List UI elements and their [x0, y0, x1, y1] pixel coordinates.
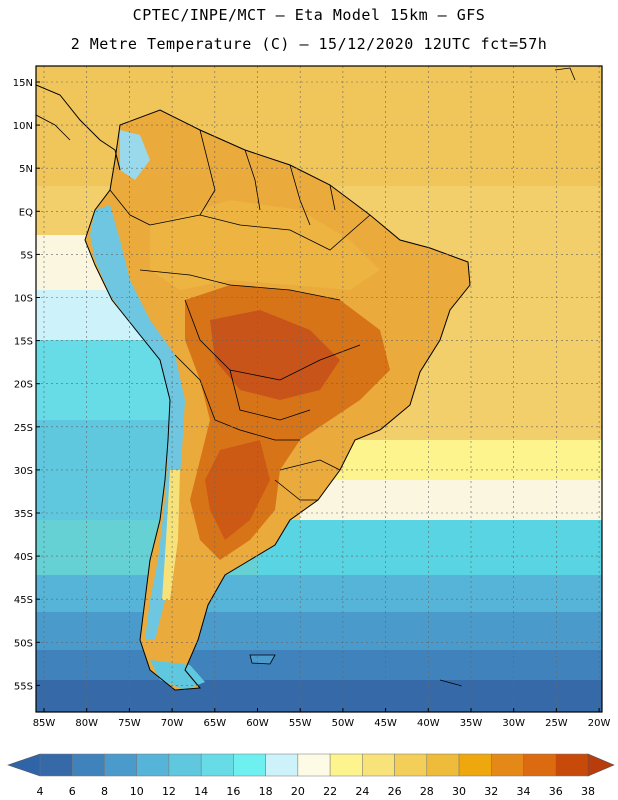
colorbar-swatch — [71, 753, 105, 777]
lon-label: 55W — [289, 718, 312, 729]
lon-label: 20W — [588, 718, 611, 729]
lat-label: 35S — [14, 509, 33, 520]
lon-label: 50W — [332, 718, 355, 729]
colorbar-label: 36 — [549, 785, 563, 798]
colorbar-label: 12 — [162, 785, 176, 798]
lon-label: 85W — [33, 718, 56, 729]
colorbar-label: 26 — [388, 785, 402, 798]
colorbar-swatch — [458, 753, 492, 777]
colorbar-swatch — [523, 753, 557, 777]
lon-label: 65W — [203, 718, 226, 729]
lat-label: 40S — [14, 552, 33, 563]
colorbar-swatch — [362, 753, 395, 777]
lon-label: 30W — [502, 718, 525, 729]
map-title: CPTEC/INPE/MCT – Eta Model 15km – GFS — [132, 6, 486, 24]
colorbar-swatch — [200, 753, 234, 777]
colorbar-label: 18 — [259, 785, 273, 798]
colorbar-swatch — [265, 753, 299, 777]
lat-label: 25S — [14, 423, 33, 434]
lon-label: 60W — [246, 718, 269, 729]
colorbar-swatch — [104, 753, 137, 777]
colorbar-label: 24 — [355, 785, 369, 798]
colorbar-swatch — [329, 753, 363, 777]
colorbar-label: 6 — [69, 785, 76, 798]
lat-label: 10N — [13, 121, 33, 132]
lat-label: 10S — [14, 294, 33, 305]
lon-label: 45W — [374, 718, 397, 729]
colorbar-label: 32 — [484, 785, 498, 798]
lon-label: 25W — [545, 718, 568, 729]
map-subtitle: 2 Metre Temperature (C) – 15/12/2020 12U… — [70, 35, 548, 53]
lat-label: 30S — [14, 466, 33, 477]
colorbar-swatch — [555, 753, 589, 777]
colorbar-label: 22 — [323, 785, 337, 798]
colorbar-swatch — [168, 753, 202, 777]
lat-label: 5S — [20, 250, 33, 261]
map-frame — [35, 65, 603, 713]
lat-label: 50S — [14, 638, 33, 649]
lat-label: 55S — [14, 681, 33, 692]
lon-label: 35W — [460, 718, 483, 729]
colorbar-label: 34 — [517, 785, 531, 798]
colorbar-label: 30 — [452, 785, 466, 798]
colorbar-label: 20 — [291, 785, 305, 798]
lon-label: 40W — [417, 718, 440, 729]
colorbar: 4 6 8 10 12 14 16 18 20 22 24 26 28 30 32 34 36 38 — [7, 753, 615, 798]
lat-label: 20S — [14, 380, 33, 391]
graticule — [36, 66, 602, 712]
temperature-field — [36, 66, 602, 712]
colorbar-high-arrow — [587, 753, 615, 777]
colorbar-swatch — [426, 753, 460, 777]
colorbar-swatch — [491, 753, 524, 777]
colorbar-low-arrow — [7, 753, 41, 777]
colorbar-swatch — [39, 753, 73, 777]
latitude-labels: 15N 10N 5N EQ 5S 10S 15S 20S 25S 30S 35S 40S 45S 50S 5… — [13, 78, 40, 692]
colorbar-label: 8 — [101, 785, 108, 798]
colorbar-label: 10 — [130, 785, 144, 798]
colorbar-label: 38 — [581, 785, 595, 798]
colorbar-label: 14 — [194, 785, 208, 798]
colorbar-swatch — [297, 753, 331, 777]
colorbar-swatch — [233, 753, 266, 777]
lon-label: 70W — [161, 718, 184, 729]
colorbar-swatch — [136, 753, 170, 777]
lat-label: EQ — [19, 207, 33, 218]
lat-label: 45S — [14, 595, 33, 606]
lat-label: 15N — [13, 78, 33, 89]
lon-label: 75W — [118, 718, 141, 729]
colorbar-label: 16 — [226, 785, 240, 798]
lat-label: 5N — [19, 164, 33, 175]
colorbar-swatch — [394, 753, 428, 777]
lon-label: 80W — [75, 718, 98, 729]
colorbar-label: 28 — [420, 785, 434, 798]
lat-label: 15S — [14, 337, 33, 348]
longitude-labels: 85W 80W 75W 70W 65W 60W 55W 50W 45W 40W 35W 30W 25W 2… — [33, 708, 611, 729]
colorbar-label: 4 — [37, 785, 44, 798]
